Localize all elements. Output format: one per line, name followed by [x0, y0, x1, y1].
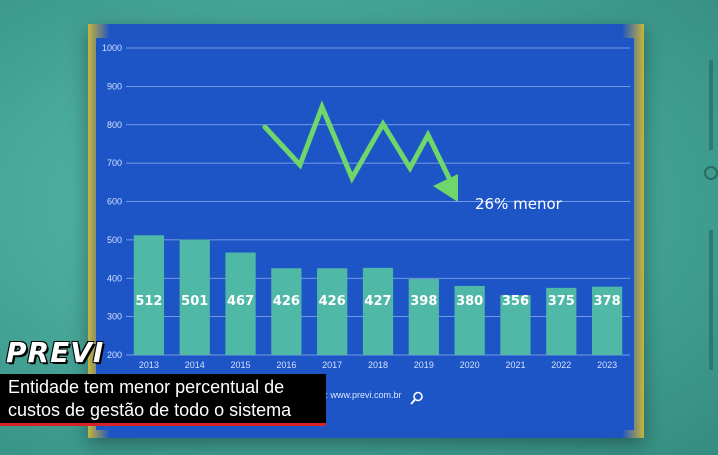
- x-tick-label: 2013: [139, 360, 159, 370]
- decor-stripe: [709, 230, 713, 370]
- y-tick-label: 800: [107, 120, 122, 130]
- y-tick-label: 1000: [102, 43, 122, 53]
- y-tick-label: 400: [107, 273, 122, 283]
- x-tick-label: 2016: [276, 360, 296, 370]
- x-tick-label: 2014: [185, 360, 205, 370]
- bar-2023: [591, 286, 623, 355]
- bar-2021: [500, 295, 531, 355]
- source-text: te: www.previ.com.br: [318, 390, 402, 400]
- data-label: 375: [548, 294, 575, 309]
- headline-line-2: custos de gestão de todo o sistema: [8, 400, 292, 420]
- y-tick-label: 200: [107, 350, 122, 360]
- bar-2019: [408, 279, 439, 355]
- bars: [133, 235, 623, 355]
- decor-stripe: [709, 60, 713, 150]
- bar-2020: [454, 285, 485, 355]
- search-icon: [410, 391, 423, 405]
- headline-banner: Entidade tem menor percentual de custos …: [0, 374, 326, 426]
- bar-2017: [317, 268, 348, 355]
- data-label: 378: [594, 294, 621, 309]
- brand-logo: PREVI: [6, 336, 105, 369]
- y-tick-label: 500: [107, 235, 122, 245]
- x-tick-label: 2023: [597, 360, 617, 370]
- chart-card: [96, 38, 634, 430]
- data-label: 380: [456, 294, 483, 309]
- x-tick-label: 2022: [551, 360, 571, 370]
- y-axis-ticks: 200 300 400 500 600 700 800 900 1000: [102, 43, 122, 360]
- side-decoration: [704, 60, 718, 380]
- y-tick-label: 300: [107, 312, 122, 322]
- headline-line-1: Entidade tem menor percentual de: [8, 377, 285, 397]
- x-tick-label: 2019: [414, 360, 434, 370]
- x-tick-label: 2018: [368, 360, 388, 370]
- x-tick-label: 2021: [505, 360, 525, 370]
- data-label: 467: [227, 294, 254, 309]
- y-tick-label: 700: [107, 158, 122, 168]
- trend-arrow: [262, 100, 453, 184]
- bar-2014: [179, 239, 210, 355]
- x-tick-label: 2015: [231, 360, 251, 370]
- x-tick-label: 2017: [322, 360, 342, 370]
- bar-2016: [271, 268, 302, 355]
- data-label: 427: [364, 294, 391, 309]
- data-label: 512: [135, 294, 162, 309]
- annotation-text: 26% menor: [475, 195, 563, 213]
- x-axis-ticks: 2013 2014 2015 2016 2017 2018 2019 2020 2021 2022…: [139, 360, 617, 370]
- data-labels: 512 501 467 426 426 427 398 380 356 375 378: [135, 294, 620, 309]
- bar-2015: [225, 252, 256, 355]
- y-tick-label: 600: [107, 197, 122, 207]
- data-label: 426: [319, 294, 346, 309]
- bar-2013: [133, 235, 165, 355]
- data-label: 501: [181, 294, 208, 309]
- data-label: 398: [410, 294, 437, 309]
- data-label: 426: [273, 294, 300, 309]
- data-label: 356: [502, 294, 529, 309]
- bar-2018: [362, 267, 394, 355]
- bar-2022: [546, 287, 577, 355]
- trend-arrow-head: [433, 174, 458, 202]
- annotation: 26% menor: [262, 100, 563, 213]
- circle-icon: [704, 166, 718, 180]
- y-tick-label: 900: [107, 81, 122, 91]
- x-tick-label: 2020: [460, 360, 480, 370]
